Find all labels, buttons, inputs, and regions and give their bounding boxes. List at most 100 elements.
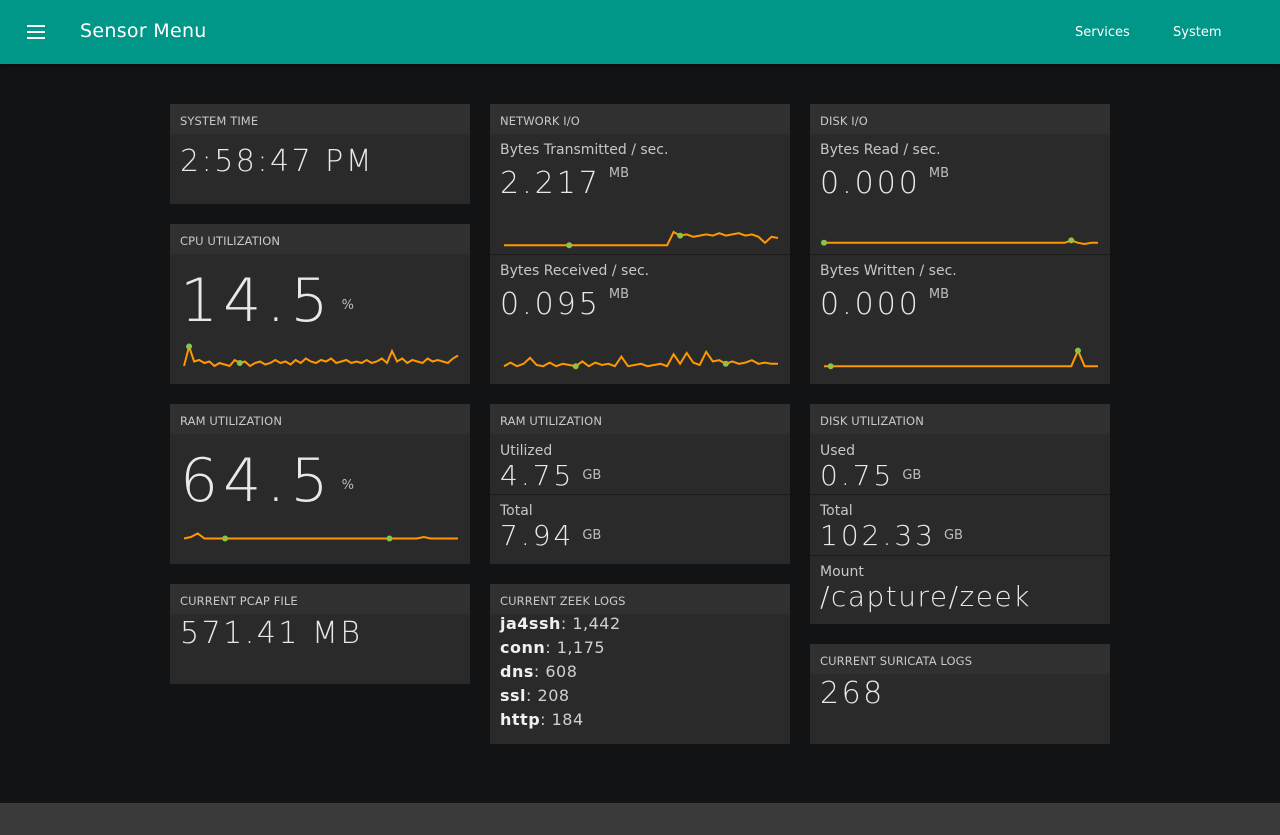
cpu-sparkline	[183, 342, 459, 368]
sparkline-point	[222, 535, 229, 542]
zeek-log-name: ja4ssh	[500, 614, 561, 633]
card-title: CURRENT PCAP FILE	[170, 584, 470, 614]
card-title: CPU UTILIZATION	[170, 224, 470, 254]
top-app-bar: Sensor Menu Services System	[0, 0, 1280, 64]
sparkline-point	[722, 360, 729, 367]
sparkline-path	[183, 532, 458, 540]
bytes-read-section: Bytes Read / sec. 0.000 MB	[810, 134, 1110, 254]
write-sparkline	[824, 347, 1098, 370]
ram-utilized-unit: GB	[582, 468, 602, 483]
system-time-value: 2:58:47 PM	[180, 144, 375, 179]
nav-services-link[interactable]: Services	[1075, 25, 1130, 40]
sparkline-path	[504, 230, 779, 247]
zeek-logs-card: CURRENT ZEEK LOGS ja4ssh: 1,442 conn: 1,1…	[490, 584, 790, 744]
read-sparkline	[821, 237, 1098, 246]
tx-value: 2.217	[500, 166, 601, 201]
card-title: SYSTEM TIME	[170, 104, 470, 134]
zeek-log-count: : 608	[533, 662, 578, 681]
sparkline-point	[186, 343, 193, 350]
zeek-log-name: ssl	[500, 686, 527, 705]
sparkline-point	[572, 363, 579, 370]
sparkline-path	[503, 349, 778, 368]
sparkline-point	[827, 363, 834, 370]
zeek-log-count: : 1,175	[545, 638, 606, 657]
read-label: Bytes Read / sec.	[820, 142, 941, 158]
sparkline-point	[1074, 347, 1081, 354]
disk-used-label: Used	[820, 443, 856, 459]
current-pcap-card: CURRENT PCAP FILE 571.41 MB	[170, 584, 470, 684]
cpu-value: 14.5	[180, 266, 334, 336]
card-title: DISK UTILIZATION	[810, 404, 1110, 434]
suricata-logs-card: CURRENT SURICATA LOGS 268	[810, 644, 1110, 744]
pcap-value: 571.41 MB	[180, 616, 363, 651]
card-title: NETWORK I/O	[490, 104, 790, 134]
card-title: DISK I/O	[810, 104, 1110, 134]
ram-detail-card: RAM UTILIZATION Utilized 4.75 GB Total 7.…	[490, 404, 790, 564]
write-unit: MB	[928, 287, 950, 302]
hamburger-menu-icon[interactable]	[24, 20, 48, 44]
zeek-log-row: dns: 608	[490, 662, 790, 686]
ram-utilized-value: 4.75	[500, 459, 575, 492]
ram-total-label: Total	[500, 503, 533, 519]
sparkline-point	[821, 239, 827, 246]
sparkline-point	[677, 232, 684, 239]
cpu-utilization-card: CPU UTILIZATION 14.5%	[170, 224, 470, 384]
tx-unit: MB	[608, 166, 630, 181]
sparkline-path	[183, 342, 459, 368]
read-unit: MB	[928, 166, 950, 181]
disk-total-section: Total 102.33 GB	[810, 494, 1110, 555]
ram-utilization-card: RAM UTILIZATION 64.5%	[170, 404, 470, 564]
cpu-unit: %	[341, 298, 354, 313]
disk-used-unit: GB	[902, 468, 922, 483]
ram-sparkline	[183, 532, 458, 542]
zeek-log-count: : 184	[540, 710, 584, 729]
ram-total-value: 7.94	[500, 519, 575, 552]
disk-total-value: 102.33	[820, 519, 936, 552]
disk-mount-value: /capture/zeek	[820, 580, 1031, 613]
zeek-log-row: http: 184	[490, 710, 790, 734]
disk-io-card: DISK I/O Bytes Read / sec. 0.000 MB Bytes…	[810, 104, 1110, 384]
zeek-log-count: : 208	[526, 686, 570, 705]
app-title: Sensor Menu	[80, 20, 207, 42]
write-label: Bytes Written / sec.	[820, 263, 957, 279]
disk-used-value: 0.75	[820, 459, 895, 492]
ram-utilized-section: Utilized 4.75 GB	[490, 434, 790, 494]
ram-total-section: Total 7.94 GB	[490, 494, 790, 563]
card-title: CURRENT SURICATA LOGS	[810, 644, 1110, 674]
sparkline-point	[386, 535, 393, 542]
card-title: CURRENT ZEEK LOGS	[490, 584, 790, 614]
bytes-received-section: Bytes Received / sec. 0.095 MB	[490, 254, 790, 384]
read-value: 0.000	[820, 166, 921, 201]
rx-label: Bytes Received / sec.	[500, 263, 650, 279]
zeek-log-name: dns	[500, 662, 534, 681]
ram-value: 64.5	[180, 446, 334, 516]
sparkline-point	[236, 360, 243, 366]
zeek-log-list: ja4ssh: 1,442 conn: 1,175 dns: 608 ssl: 208…	[490, 614, 790, 734]
tx-sparkline	[504, 230, 779, 249]
system-time-card: SYSTEM TIME 2:58:47 PM	[170, 104, 470, 204]
disk-mount-label: Mount	[820, 564, 864, 580]
bytes-transmitted-section: Bytes Transmitted / sec. 2.217 MB	[490, 134, 790, 254]
sparkline-point	[566, 242, 573, 249]
zeek-log-name: conn	[500, 638, 546, 657]
rx-value: 0.095	[500, 287, 601, 322]
card-title: RAM UTILIZATION	[490, 404, 790, 434]
network-io-card: NETWORK I/O Bytes Transmitted / sec. 2.2…	[490, 104, 790, 384]
disk-used-section: Used 0.75 GB	[810, 434, 1110, 494]
zeek-log-name: http	[500, 710, 541, 729]
ram-utilized-label: Utilized	[500, 443, 553, 459]
disk-mount-section: Mount /capture/zeek	[810, 555, 1110, 623]
zeek-log-row: ssl: 208	[490, 686, 790, 710]
disk-total-label: Total	[820, 503, 853, 519]
zeek-log-count: : 1,442	[560, 614, 621, 633]
ram-unit: %	[341, 478, 354, 493]
disk-utilization-card: DISK UTILIZATION Used 0.75 GB Total 102.3…	[810, 404, 1110, 624]
zeek-log-row: conn: 1,175	[490, 638, 790, 662]
write-value: 0.000	[820, 287, 921, 322]
nav-system-link[interactable]: System	[1173, 25, 1222, 40]
sparkline-point	[1068, 237, 1075, 244]
ram-total-unit: GB	[582, 528, 602, 543]
rx-unit: MB	[608, 287, 630, 302]
bytes-written-section: Bytes Written / sec. 0.000 MB	[810, 254, 1110, 384]
footer-bar	[0, 803, 1280, 835]
